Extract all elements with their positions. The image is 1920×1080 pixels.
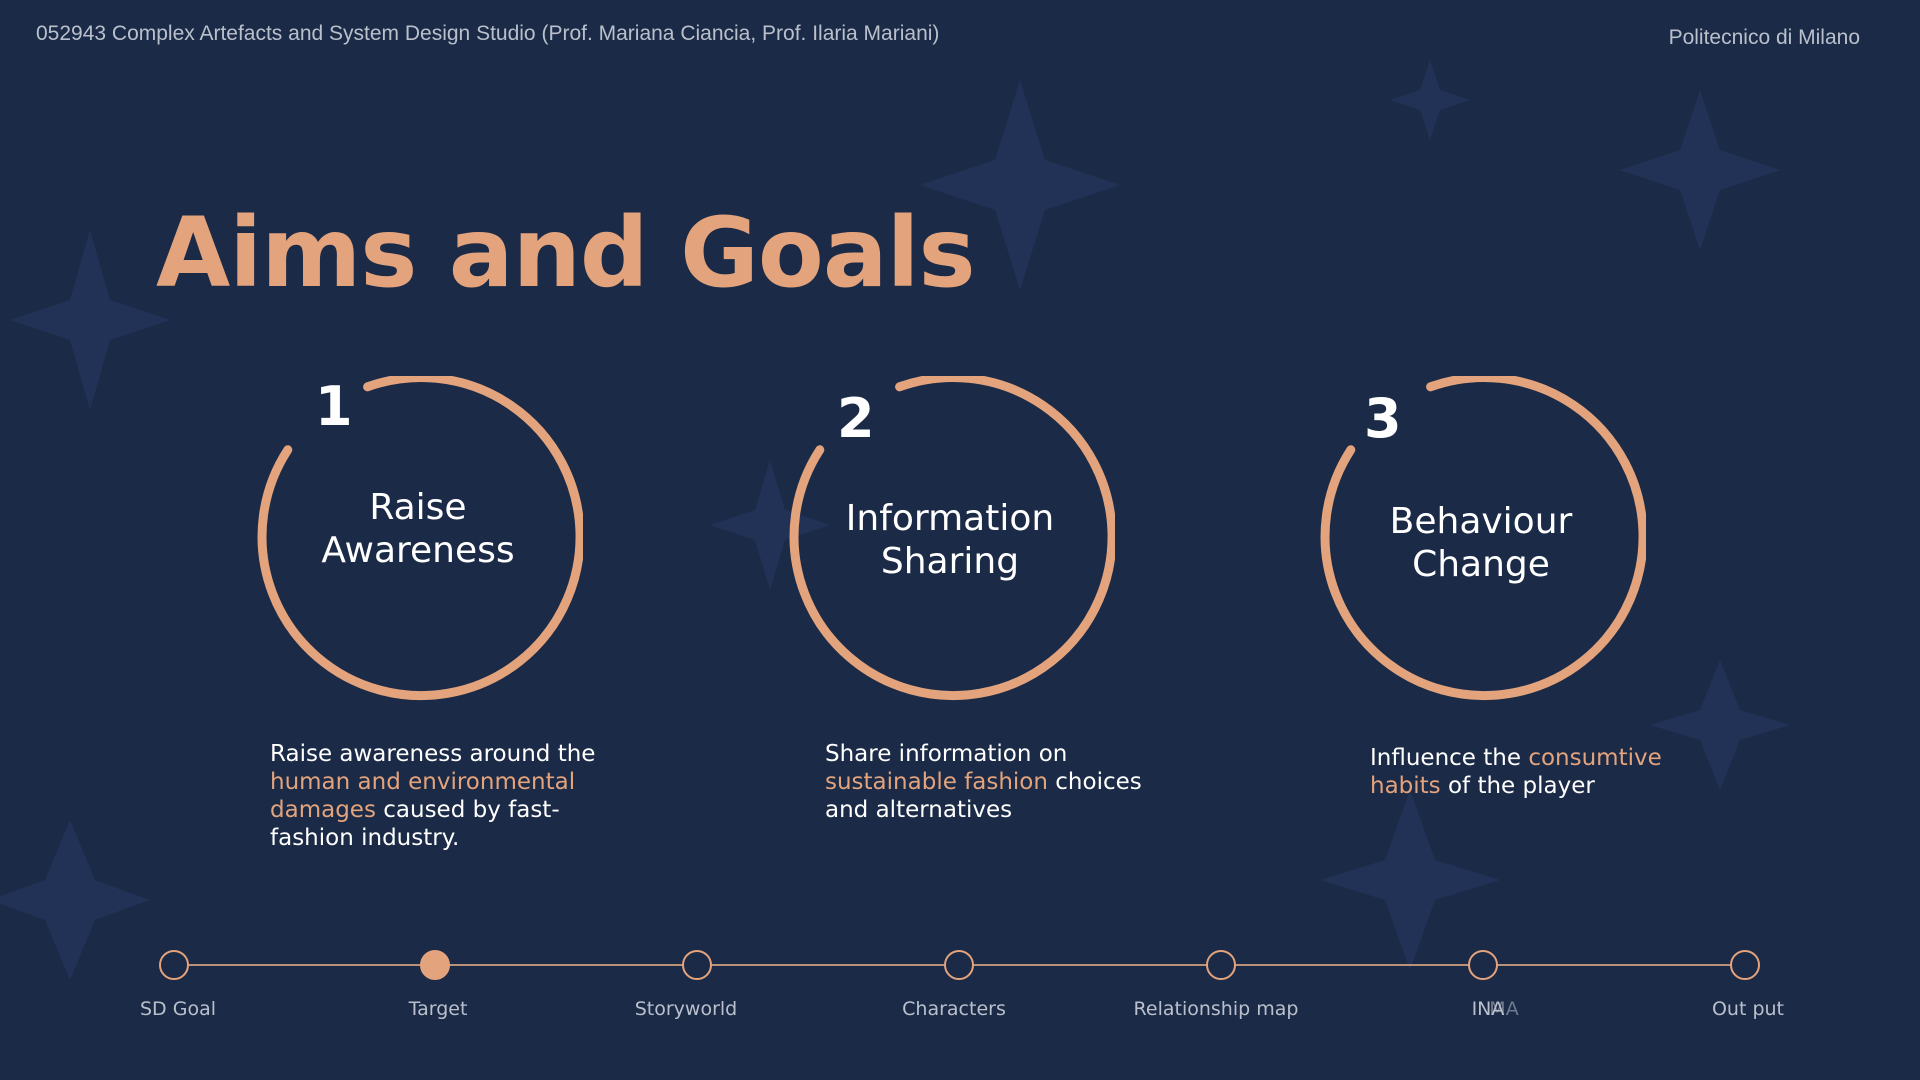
timeline-node-output[interactable] [1730, 950, 1760, 980]
goal-2-ring [789, 376, 1115, 701]
goal-3-desc-part1: Influence the [1370, 745, 1529, 771]
goal-2: 2 Information Sharing [785, 376, 1115, 706]
goal-3-ring [1320, 376, 1646, 701]
timeline-label-target[interactable]: Target [408, 998, 468, 1020]
goal-2-desc-highlight: sustainable fashion [825, 769, 1048, 795]
timeline-label-characters[interactable]: Characters [902, 998, 1006, 1020]
institution-header: Politecnico di Milano [1668, 26, 1860, 49]
timeline-node-storyworld[interactable] [682, 950, 712, 980]
goal-2-description: Share information on sustainable fashion… [825, 740, 1155, 824]
goal-2-label: Information Sharing [785, 497, 1115, 583]
timeline-label-ina[interactable]: INA [1471, 998, 1505, 1020]
goal-1: 1 Raise Awareness [253, 376, 583, 706]
timeline-label-storyworld[interactable]: Storyworld [634, 998, 738, 1020]
goal-1-ring [257, 376, 583, 701]
goal-2-label-line1: Information [845, 498, 1055, 539]
goal-2-desc-part2: choices and alternatives [825, 769, 1142, 823]
goal-3-label-line1: Behaviour [1389, 501, 1573, 542]
goal-3-label: Behaviour Change [1316, 500, 1646, 586]
goal-2-desc-part1: Share information on [825, 741, 1068, 767]
goal-3-label-line2: Change [1412, 544, 1550, 585]
goal-2-label-line2: Sharing [880, 541, 1020, 582]
timeline-node-characters[interactable] [944, 950, 974, 980]
timeline-node-ina[interactable] [1468, 950, 1498, 980]
goal-1-desc-part2: caused by fast-fashion industry. [270, 797, 560, 851]
goal-1-description: Raise awareness around the human and env… [270, 740, 610, 852]
timeline-ghost-label: MA [1489, 998, 1519, 1020]
timeline-label-sd-goal[interactable]: SD Goal [140, 998, 216, 1020]
goal-1-desc-part1: Raise awareness around the [270, 741, 596, 767]
goal-3: 3 Behaviour Change [1316, 376, 1646, 706]
goal-1-label-line2: Awareness [321, 530, 515, 571]
page-title: Aims and Goals [156, 197, 976, 309]
goal-1-label: Raise Awareness [253, 486, 583, 572]
goal-3-desc-part2: of the player [1440, 773, 1595, 799]
goal-2-number: 2 [837, 387, 875, 450]
timeline-node-relationship-map[interactable] [1206, 950, 1236, 980]
timeline-node-sd-goal[interactable] [159, 950, 189, 980]
timeline-label-output[interactable]: Out put [1711, 998, 1785, 1020]
goal-3-number: 3 [1364, 387, 1402, 450]
goal-3-description: Influence the consumtive habits of the p… [1370, 744, 1680, 800]
timeline-node-target[interactable] [420, 950, 450, 980]
goal-1-desc-highlight: human and environmental damages [270, 769, 576, 823]
goal-3-desc-highlight: consumtive habits [1370, 745, 1662, 799]
goal-1-label-line1: Raise [369, 487, 467, 528]
timeline-label-relationship-map[interactable]: Relationship map [1133, 998, 1299, 1020]
course-header: 052943 Complex Artefacts and System Desi… [36, 22, 940, 45]
goal-1-number: 1 [315, 375, 353, 438]
